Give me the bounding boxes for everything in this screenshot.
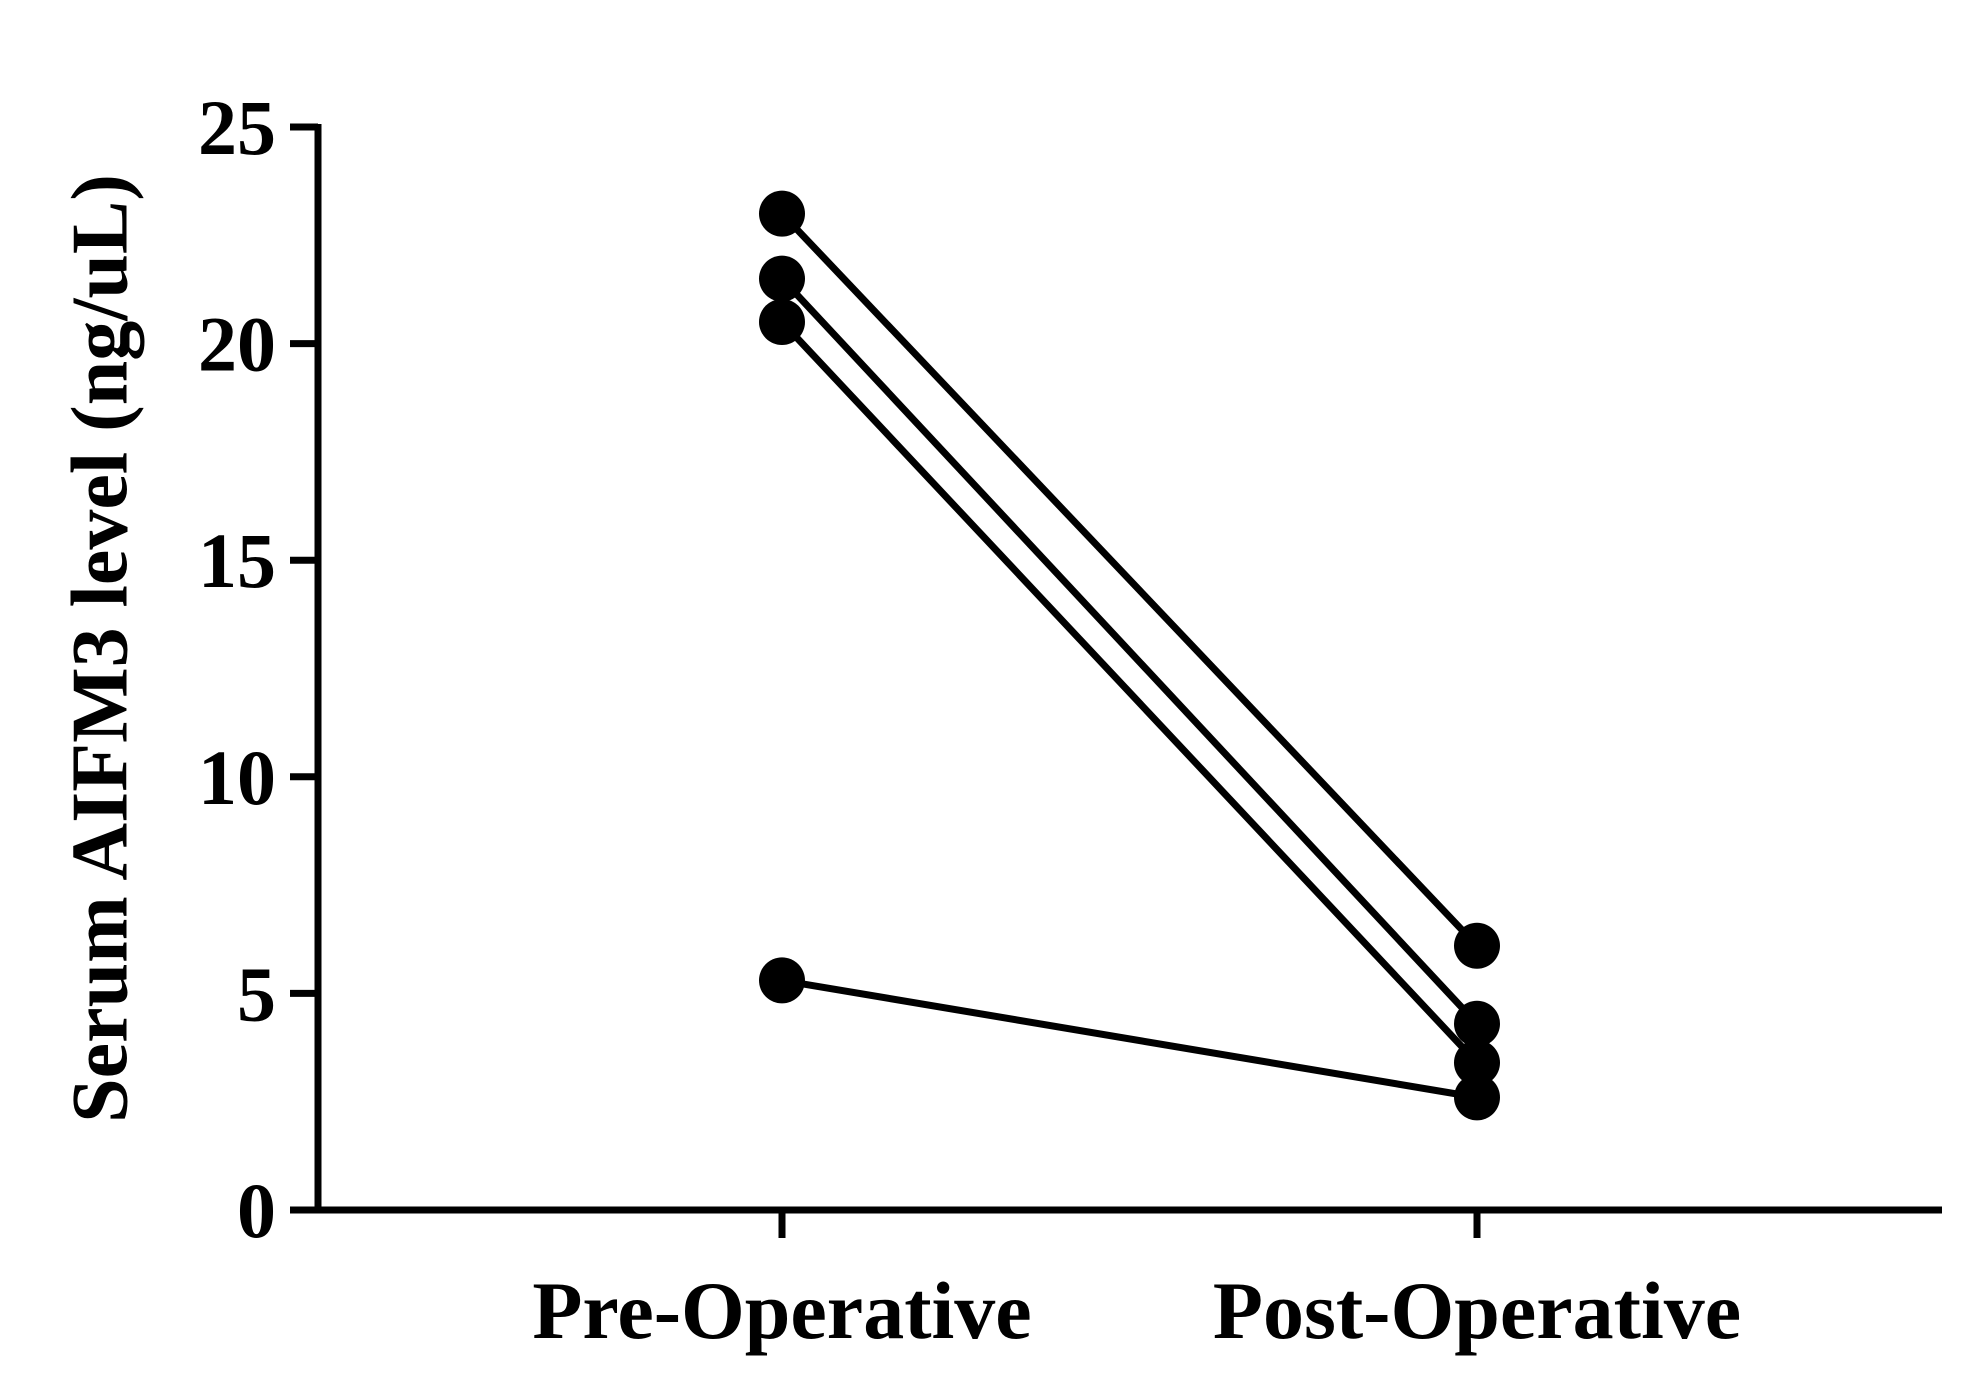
data-point [1454, 1074, 1500, 1121]
series-line [779, 211, 1480, 949]
series-pair [759, 957, 1500, 1121]
data-point [759, 298, 805, 345]
data-point [1454, 922, 1500, 969]
y-tick-label: 10 [198, 734, 276, 821]
data-point [1454, 1000, 1500, 1047]
series-line [781, 976, 1478, 1101]
series-pair [759, 298, 1500, 1086]
y-tick-label: 0 [237, 1167, 276, 1254]
x-category-label: Post-Operative [1213, 1265, 1741, 1356]
series-layer [759, 190, 1500, 1121]
x-category-label: Pre-Operative [532, 1265, 1031, 1356]
y-tick-label: 20 [198, 301, 276, 388]
y-axis-title: Serum AIFM3 level (ng/uL) [56, 174, 144, 1123]
y-tick-label: 15 [198, 517, 276, 604]
series-line [779, 319, 1480, 1066]
y-tick-label: 25 [198, 84, 276, 171]
data-point [759, 255, 805, 302]
series-pair [759, 190, 1500, 969]
data-point [759, 957, 805, 1004]
data-point [759, 190, 805, 237]
data-point [1454, 1039, 1500, 1086]
series-line [779, 276, 1480, 1027]
y-axis-ticks: 0 5 10 15 20 25 [198, 84, 318, 1254]
y-tick-label: 5 [237, 950, 276, 1037]
x-axis-ticks: Pre-Operative Post-Operative [532, 1210, 1741, 1356]
series-pair [759, 255, 1500, 1047]
